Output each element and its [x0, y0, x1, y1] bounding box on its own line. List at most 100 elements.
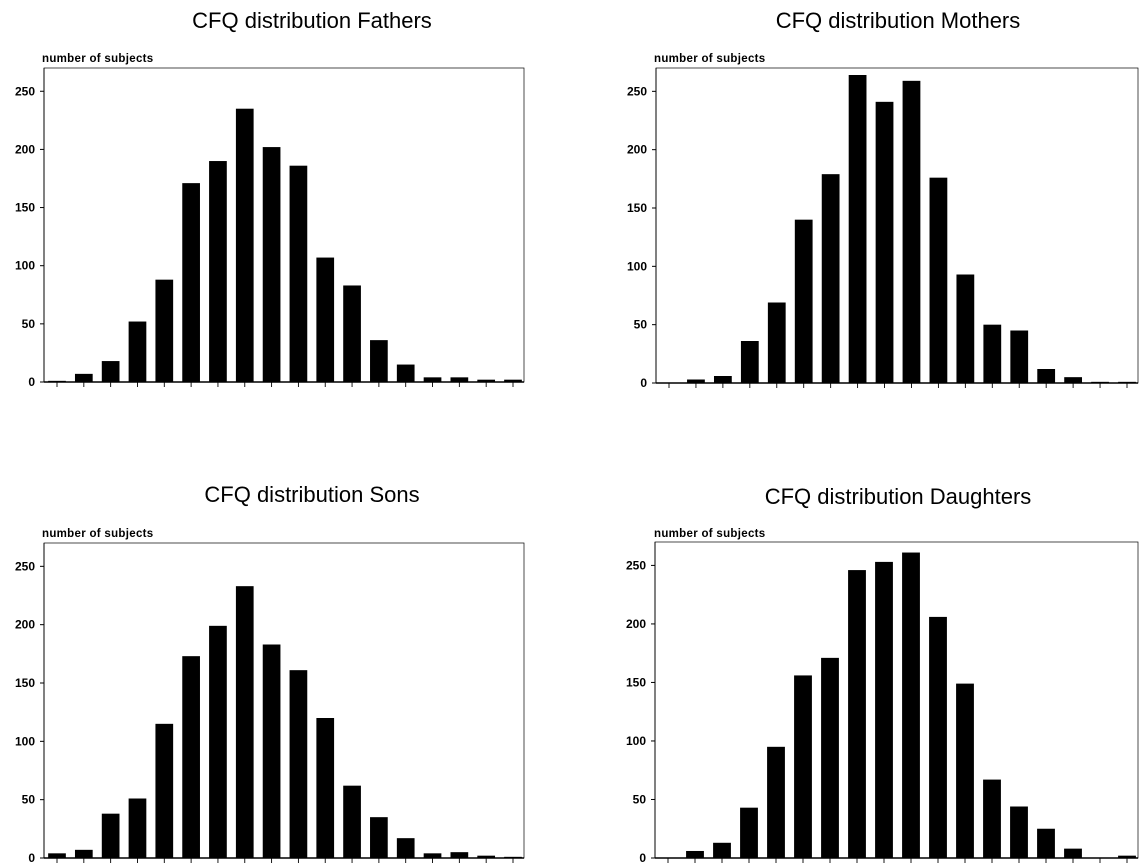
bar [713, 376, 732, 383]
bar [767, 746, 785, 858]
bar [929, 616, 947, 858]
bar [101, 361, 120, 382]
y-tick-label: 250 [15, 559, 35, 573]
bar [821, 174, 840, 383]
bar [209, 161, 227, 382]
y-tick-label: 150 [15, 201, 35, 215]
bar [262, 644, 281, 858]
y-axis-label: number of subjects [654, 528, 766, 540]
bar [1064, 377, 1083, 383]
bar [1037, 369, 1056, 383]
bar [740, 807, 758, 858]
bar [902, 80, 921, 383]
bar [262, 147, 281, 382]
bar [687, 379, 705, 383]
chart-panel-sons: CFQ distribution Sons number of subjects… [0, 430, 570, 864]
y-tick-label: 200 [626, 617, 646, 631]
bar [289, 670, 308, 858]
chart-panel-daughters: CFQ distribution Daughters number of sub… [570, 430, 1140, 864]
chart-title: CFQ distribution Mothers [775, 8, 1021, 33]
y-axis-label: number of subjects [42, 53, 154, 65]
plot-frame [655, 67, 1139, 384]
bar-chart-mothers: 0 50 100 150 200 250 [627, 67, 1139, 390]
plot-frame [43, 67, 525, 383]
bar [316, 257, 335, 382]
y-tick-label: 100 [15, 259, 35, 273]
bar [74, 849, 93, 858]
y-tick-label: 200 [627, 143, 647, 157]
y-axis-label: number of subjects [654, 53, 766, 65]
bar [235, 586, 254, 858]
y-tick-label: 50 [634, 318, 648, 332]
bar [1010, 330, 1029, 383]
y-tick-label: 50 [22, 793, 36, 807]
bar [450, 377, 469, 382]
bar [767, 302, 786, 383]
bar [128, 321, 147, 382]
bar [423, 377, 442, 382]
bar [74, 373, 93, 382]
bar [182, 656, 200, 858]
bar [1037, 828, 1055, 858]
chart-title: CFQ distribution Daughters [764, 484, 1032, 509]
bar [1010, 806, 1028, 858]
y-tick-label: 0 [28, 851, 35, 864]
bar [450, 852, 469, 858]
bar [713, 842, 731, 858]
y-tick-label: 0 [28, 375, 35, 389]
bar [477, 379, 496, 382]
bar [504, 379, 522, 382]
bar [235, 108, 254, 382]
bar [956, 683, 974, 858]
y-tick-label: 200 [15, 618, 35, 632]
bar [289, 165, 308, 382]
y-tick-label: 100 [627, 259, 647, 273]
bar [875, 561, 893, 858]
y-tick-label: 250 [627, 84, 647, 98]
bar [929, 177, 948, 383]
chart-title: CFQ distribution Fathers [192, 8, 432, 33]
bar [48, 853, 66, 858]
bar [794, 675, 812, 858]
y-tick-label: 0 [639, 851, 646, 864]
bar [848, 75, 867, 383]
chart-panel-fathers: CFQ distribution Fathers number of subje… [0, 0, 570, 410]
bar [343, 785, 361, 858]
bar [48, 380, 66, 382]
bar-chart-fathers: 0 50 100 150 200 250 [15, 67, 525, 389]
y-tick-label: 150 [626, 675, 646, 689]
y-tick-label: 250 [626, 558, 646, 572]
y-tick-label: 150 [627, 201, 647, 215]
bar [794, 219, 813, 383]
bar [370, 817, 388, 858]
bar [956, 274, 975, 383]
bar [343, 285, 361, 382]
bar [686, 850, 704, 858]
bar [128, 798, 147, 858]
plot-frame [43, 542, 525, 859]
y-tick-label: 150 [15, 676, 35, 690]
bar [396, 364, 415, 382]
chart-title: CFQ distribution Sons [204, 482, 420, 507]
y-tick-label: 50 [22, 317, 36, 331]
plot-frame [654, 541, 1139, 859]
bar [423, 853, 442, 858]
bar [1091, 381, 1109, 383]
y-tick-label: 100 [15, 734, 35, 748]
bar [740, 341, 759, 383]
bar [902, 552, 920, 858]
bar [983, 779, 1001, 858]
bar [101, 813, 120, 858]
bar [182, 183, 200, 382]
y-axis-label: number of subjects [42, 528, 154, 540]
bar [1118, 381, 1136, 383]
bar [209, 625, 227, 858]
bar [1064, 848, 1082, 858]
y-tick-label: 50 [633, 792, 647, 806]
y-tick-label: 0 [640, 376, 647, 390]
y-tick-label: 200 [15, 142, 35, 156]
bar [477, 855, 496, 858]
bar [875, 101, 894, 383]
bar [155, 279, 174, 382]
bar [155, 723, 174, 858]
